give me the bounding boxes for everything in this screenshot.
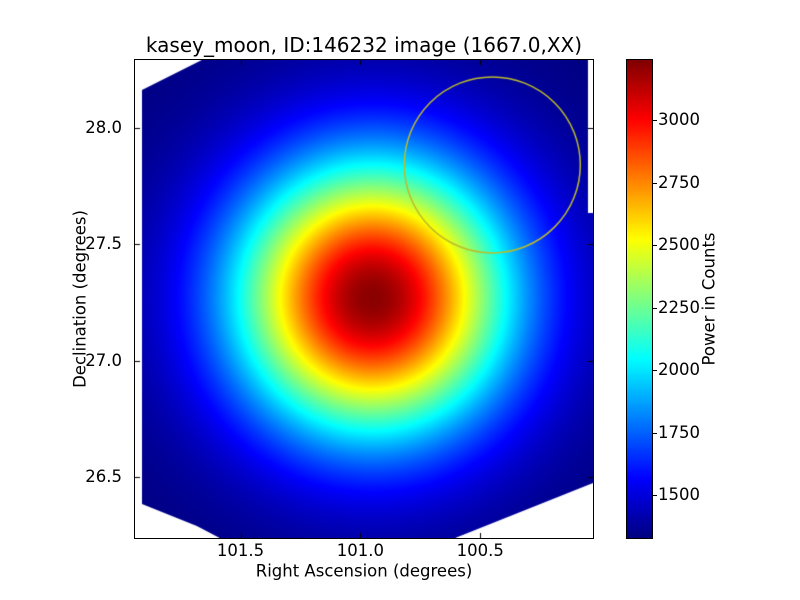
y-tick-label: 27.0 [85, 350, 122, 370]
heatmap-canvas [135, 60, 593, 538]
colorbar-tick-label: 2250 [658, 297, 700, 317]
colorbar-tick-label: 3000 [658, 109, 700, 129]
colorbar-tick-mark [652, 433, 657, 434]
y-tick-label: 27.5 [85, 233, 122, 253]
y-tick-label: 28.0 [85, 117, 122, 137]
x-tick-label: 101.0 [336, 540, 385, 560]
colorbar-tick-mark [652, 495, 657, 496]
colorbar-tick-mark [652, 120, 657, 121]
colorbar-tick-label: 1500 [658, 484, 700, 504]
colorbar-tick-mark [652, 308, 657, 309]
colorbar-tick-mark [652, 245, 657, 246]
colorbar-tick-mark [652, 183, 657, 184]
x-tick-label: 100.5 [456, 540, 504, 560]
colorbar-tick-mark [652, 370, 657, 371]
x-tick-label: 101.5 [216, 540, 265, 560]
x-axis-label: Right Ascension (degrees) [255, 561, 473, 581]
colorbar-tick-label: 1750 [658, 422, 700, 442]
colorbar-tick-label: 2500 [658, 234, 700, 254]
colorbar [626, 59, 653, 539]
y-tick-label: 26.5 [85, 467, 122, 487]
colorbar-canvas [627, 60, 652, 538]
plot-area [134, 59, 594, 539]
chart-title: kasey_moon, ID:146232 image (1667.0,XX) [145, 33, 583, 57]
colorbar-label: Power in Counts [699, 232, 719, 366]
colorbar-tick-label: 2750 [658, 172, 700, 192]
colorbar-tick-label: 2000 [658, 359, 700, 379]
